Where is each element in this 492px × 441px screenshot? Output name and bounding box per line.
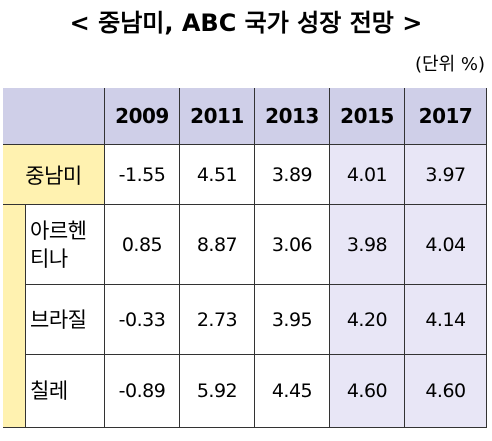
value-cell: 2.73 [180,285,255,355]
column-header: 2017 [405,88,487,145]
value-cell: 3.89 [255,145,330,205]
column-header: 2013 [255,88,330,145]
unit-note: (단위 %) [415,54,485,75]
value-cell: 4.51 [180,145,255,205]
value-cell: 4.60 [330,355,405,428]
value-cell: 4.14 [405,285,487,355]
value-cell: 4.04 [405,205,487,285]
value-cell: 3.95 [255,285,330,355]
row-indent [3,355,25,428]
value-cell: 4.45 [255,355,330,428]
row-label-text: 아르헨티나 [30,218,87,271]
value-cell: 5.92 [180,355,255,428]
column-header: 2015 [330,88,405,145]
value-cell: 4.20 [330,285,405,355]
row-label-text: 칠레 [30,379,68,403]
value-cell: 4.60 [405,355,487,428]
row-label: 브라질 [25,285,105,355]
title: < 중남미, ABC 국가 성장 전망 > [69,8,423,37]
header-corner [3,88,105,145]
row-label: 아르헨티나 [25,205,105,285]
value-cell: -1.55 [105,145,180,205]
value-cell: 3.98 [330,205,405,285]
value-cell: 4.01 [330,145,405,205]
row-indent [3,285,25,355]
row-indent [3,205,25,285]
value-cell: -0.89 [105,355,180,428]
row-label: 칠레 [25,355,105,428]
value-cell: 3.97 [405,145,487,205]
value-cell: 8.87 [180,205,255,285]
row-label-text: 브라질 [30,307,87,332]
value-cell: 0.85 [105,205,180,285]
value-cell: 3.06 [255,205,330,285]
column-header: 2011 [180,88,255,145]
row-label: 중남미 [3,145,105,205]
value-cell: -0.33 [105,285,180,355]
column-header: 2009 [105,88,180,145]
